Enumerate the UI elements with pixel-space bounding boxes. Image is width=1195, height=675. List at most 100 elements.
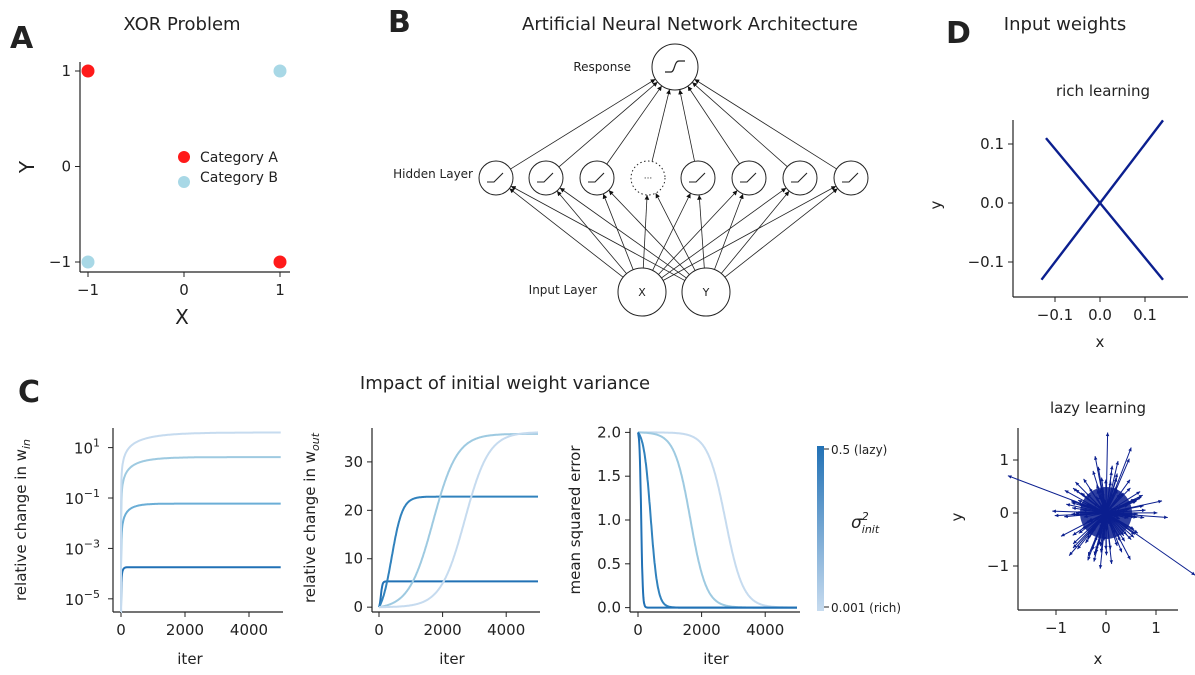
input-node-x bbox=[617, 267, 667, 317]
weight-vector-head bbox=[1094, 456, 1098, 460]
weight-vector-head bbox=[1114, 473, 1118, 478]
w-out-y-label-main: relative change in w bbox=[301, 451, 319, 603]
weight-vector-head bbox=[1128, 447, 1132, 452]
weight-vector-head bbox=[1132, 500, 1137, 505]
relu-icon bbox=[791, 172, 808, 183]
w-in-y-label-main: relative change in w bbox=[12, 449, 30, 601]
xor-panel: XOR Problem −1 0 1 1 0 −1 Category A Category… bbox=[15, 14, 290, 329]
input-hidden-connection bbox=[658, 190, 738, 275]
panel-letter-b: B bbox=[388, 5, 411, 40]
mse-ytick-label: 2.0 bbox=[597, 423, 621, 441]
mse-curve bbox=[638, 431, 797, 609]
input-hidden-connection bbox=[724, 188, 838, 278]
weight-vector-head bbox=[1105, 432, 1110, 437]
w-out-xtick-label: 4000 bbox=[487, 621, 525, 639]
panel-letter-a: A bbox=[10, 21, 34, 56]
w-out-ytick-label: 10 bbox=[344, 550, 363, 568]
w-out-xtick-label: 0 bbox=[374, 621, 384, 639]
sigmoid-icon bbox=[665, 60, 685, 73]
rich-y-label: y bbox=[927, 200, 945, 209]
legend-label-category-b: Category B bbox=[200, 170, 278, 186]
dense-vector-core bbox=[1080, 487, 1132, 539]
w-out-curve bbox=[378, 432, 538, 609]
tick-exponent: −5 bbox=[84, 588, 100, 601]
weight-vector-head bbox=[1075, 481, 1080, 486]
weight-vector-head bbox=[1069, 551, 1073, 556]
weight-vector-head bbox=[1083, 478, 1088, 483]
xor-xtick-label: −1 bbox=[77, 281, 99, 299]
rich-x-label: x bbox=[1096, 333, 1105, 351]
rich-ytick-label: −0.1 bbox=[968, 253, 1004, 271]
weight-vector-head bbox=[1118, 548, 1123, 553]
weight-vector bbox=[1040, 202, 1101, 281]
weight-vector bbox=[1099, 119, 1164, 204]
category-a-point bbox=[273, 255, 287, 269]
relu-icon bbox=[487, 172, 504, 183]
lazy-ytick-label: 1 bbox=[999, 451, 1009, 469]
legend-marker-category-a bbox=[178, 151, 190, 163]
weight-vector-head bbox=[1133, 499, 1138, 503]
w-in-curve bbox=[119, 566, 281, 613]
weight-vector-head bbox=[1104, 551, 1109, 556]
weight-vector-head bbox=[1081, 492, 1086, 497]
w-out-ytick-label: 30 bbox=[344, 453, 363, 471]
w-out-y-label: relative change in wout bbox=[301, 432, 322, 603]
mse-x-label: iter bbox=[703, 650, 729, 668]
hidden-node bbox=[731, 160, 767, 196]
w-out-y-label-sub: out bbox=[309, 432, 322, 451]
weight-vector-head bbox=[1109, 560, 1113, 564]
input-hidden-connection bbox=[608, 190, 690, 275]
weight-vector-head bbox=[1164, 515, 1168, 519]
w-in-xtick-label: 2000 bbox=[166, 621, 204, 639]
mse-xtick-label: 0 bbox=[633, 621, 643, 639]
w-out-xtick-label: 2000 bbox=[424, 621, 462, 639]
input-node-y-label: Y bbox=[702, 286, 710, 299]
rich-xtick-label: −0.1 bbox=[1037, 306, 1073, 324]
weight-vector-head bbox=[1098, 564, 1103, 569]
weight-vector-head bbox=[1126, 458, 1130, 463]
hidden-output-connection bbox=[691, 81, 788, 168]
weight-vector-head bbox=[1130, 526, 1135, 530]
w-out-curve bbox=[379, 431, 539, 609]
xor-title: XOR Problem bbox=[123, 14, 240, 35]
weight-vector-head bbox=[1191, 571, 1195, 576]
mse-curve bbox=[637, 432, 797, 609]
ellipsis-label: ··· bbox=[644, 174, 653, 184]
weight-vector-head bbox=[1077, 545, 1082, 550]
w-in-x-label: iter bbox=[177, 650, 203, 668]
weight-vector-head bbox=[1085, 539, 1089, 544]
lazy-xtick-label: 1 bbox=[1151, 619, 1161, 637]
weight-vector-head bbox=[1064, 514, 1068, 519]
hidden-node-ellipsis bbox=[630, 160, 666, 196]
hidden-node bbox=[782, 160, 818, 196]
xor-legend: Category A Category B bbox=[178, 150, 278, 188]
hidden-output-connection bbox=[651, 89, 671, 162]
colorbar-top-label: 0.5 (lazy) bbox=[831, 443, 887, 457]
tick-base: 10 bbox=[65, 540, 84, 558]
w-in-ytick-label: 10−1 bbox=[65, 487, 100, 508]
relu-icon bbox=[537, 172, 554, 183]
hidden-layer-label: Hidden Layer bbox=[393, 167, 473, 181]
hidden-output-connection bbox=[678, 89, 695, 162]
panel-letter-d: D bbox=[946, 16, 971, 51]
weight-vector-head bbox=[1139, 504, 1144, 509]
weight-vector-head bbox=[1087, 534, 1091, 539]
xor-xtick-label: 0 bbox=[179, 281, 189, 299]
weight-vector-head bbox=[1073, 544, 1077, 549]
rich-ytick-label: 0.0 bbox=[980, 194, 1004, 212]
weight-vector-head bbox=[1054, 513, 1059, 518]
input-hidden-connection bbox=[655, 192, 696, 271]
mse-xtick-label: 2000 bbox=[683, 621, 721, 639]
weight-vector-head bbox=[1153, 511, 1158, 515]
lazy-xtick-label: 0 bbox=[1101, 619, 1111, 637]
mse-ytick-label: 0.0 bbox=[597, 599, 621, 617]
hidden-output-connection bbox=[558, 81, 658, 168]
weight-vector-head bbox=[1137, 497, 1142, 501]
w-in-curve bbox=[119, 502, 281, 613]
input-hidden-connection bbox=[714, 193, 744, 270]
category-b-point bbox=[273, 64, 287, 78]
weight-vector-head bbox=[1133, 529, 1138, 534]
weight-vector-head bbox=[1099, 548, 1104, 553]
weight-vector-head bbox=[1087, 551, 1092, 556]
weight-vector-head bbox=[1109, 471, 1113, 476]
